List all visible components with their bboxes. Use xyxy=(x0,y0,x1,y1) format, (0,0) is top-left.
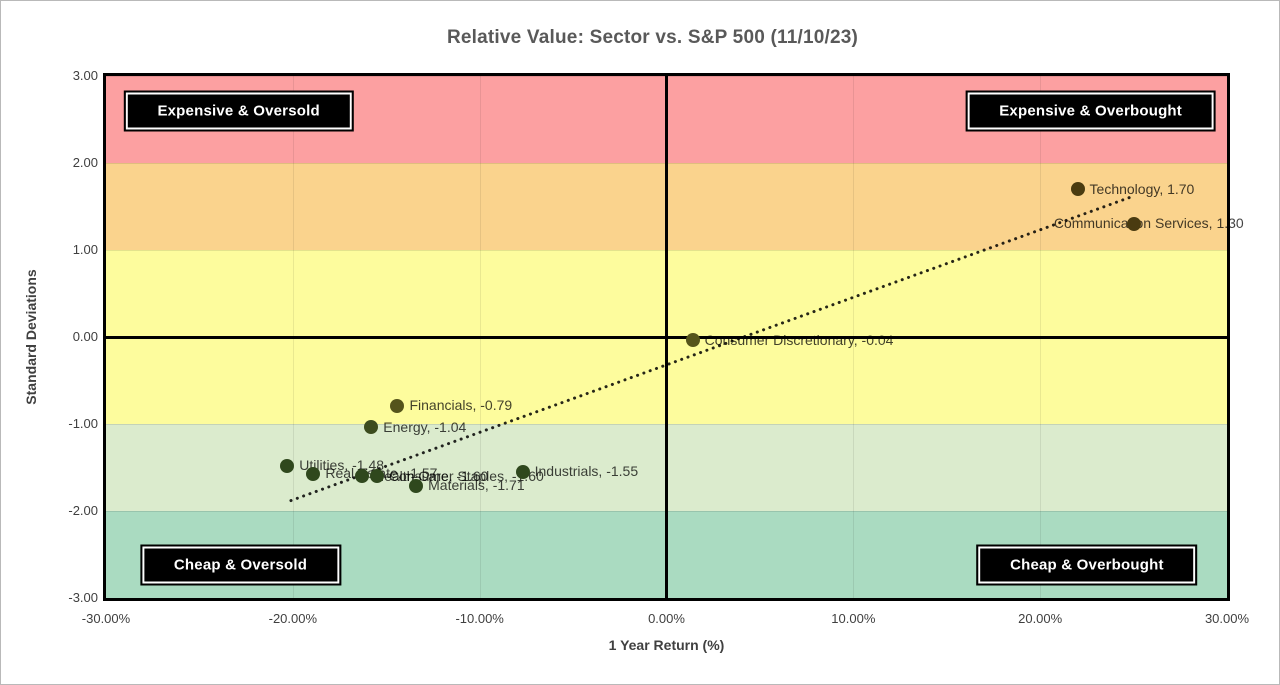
data-point-technology xyxy=(1070,182,1085,197)
zero-deviation-axis-line xyxy=(106,335,1227,339)
y-tick: 2.00 xyxy=(72,155,98,170)
data-point-consumer-staples xyxy=(369,469,384,484)
quadrant-label-cheap-overbought: Cheap & Overbought xyxy=(976,544,1198,586)
data-label: Consumer Discretionary, -0.04 xyxy=(704,331,894,348)
y-tick: -1.00 xyxy=(68,416,98,431)
x-tick: -30.00% xyxy=(81,611,131,626)
quadrant-label-expensive-overbought: Expensive & Overbought xyxy=(965,90,1216,132)
data-label: Energy, -1.04 xyxy=(383,418,467,435)
quadrant-label-expensive-oversold: Expensive & Oversold xyxy=(123,90,354,132)
data-point-utilities xyxy=(280,458,295,473)
y-tick: 1.00 xyxy=(72,242,98,257)
data-point-communication-services xyxy=(1126,216,1141,231)
x-tick: -10.00% xyxy=(455,611,504,626)
chart-title: Relative Value: Sector vs. S&P 500 (11/1… xyxy=(446,27,859,48)
data-label: Materials, -1.71 xyxy=(428,477,525,494)
y-tick: 0.00 xyxy=(72,329,98,344)
x-tick: 0.00% xyxy=(648,611,685,626)
data-label: Communication Services, 1.30 xyxy=(1053,215,1244,232)
plot-area: Technology, 1.70 Communication Services, … xyxy=(103,73,1244,601)
data-point-industrials xyxy=(515,464,530,479)
x-tick: 10.00% xyxy=(831,611,876,626)
x-axis-title: 1 Year Return (%) xyxy=(608,637,725,653)
y-tick: -2.00 xyxy=(68,503,98,518)
data-point-real-estate xyxy=(306,466,321,481)
x-tick: -20.00% xyxy=(268,611,318,626)
y-tick: -3.00 xyxy=(68,590,98,605)
x-tick: 30.00% xyxy=(1204,611,1250,626)
data-label: Industrials, -1.55 xyxy=(534,463,639,480)
data-label: Financials, -0.79 xyxy=(409,397,513,414)
x-tick: 20.00% xyxy=(1018,611,1063,626)
data-point-materials xyxy=(409,478,424,493)
quadrant-label-cheap-oversold: Cheap & Oversold xyxy=(139,544,342,586)
data-label: Technology, 1.70 xyxy=(1089,180,1195,197)
y-tick: 3.00 xyxy=(72,68,98,83)
